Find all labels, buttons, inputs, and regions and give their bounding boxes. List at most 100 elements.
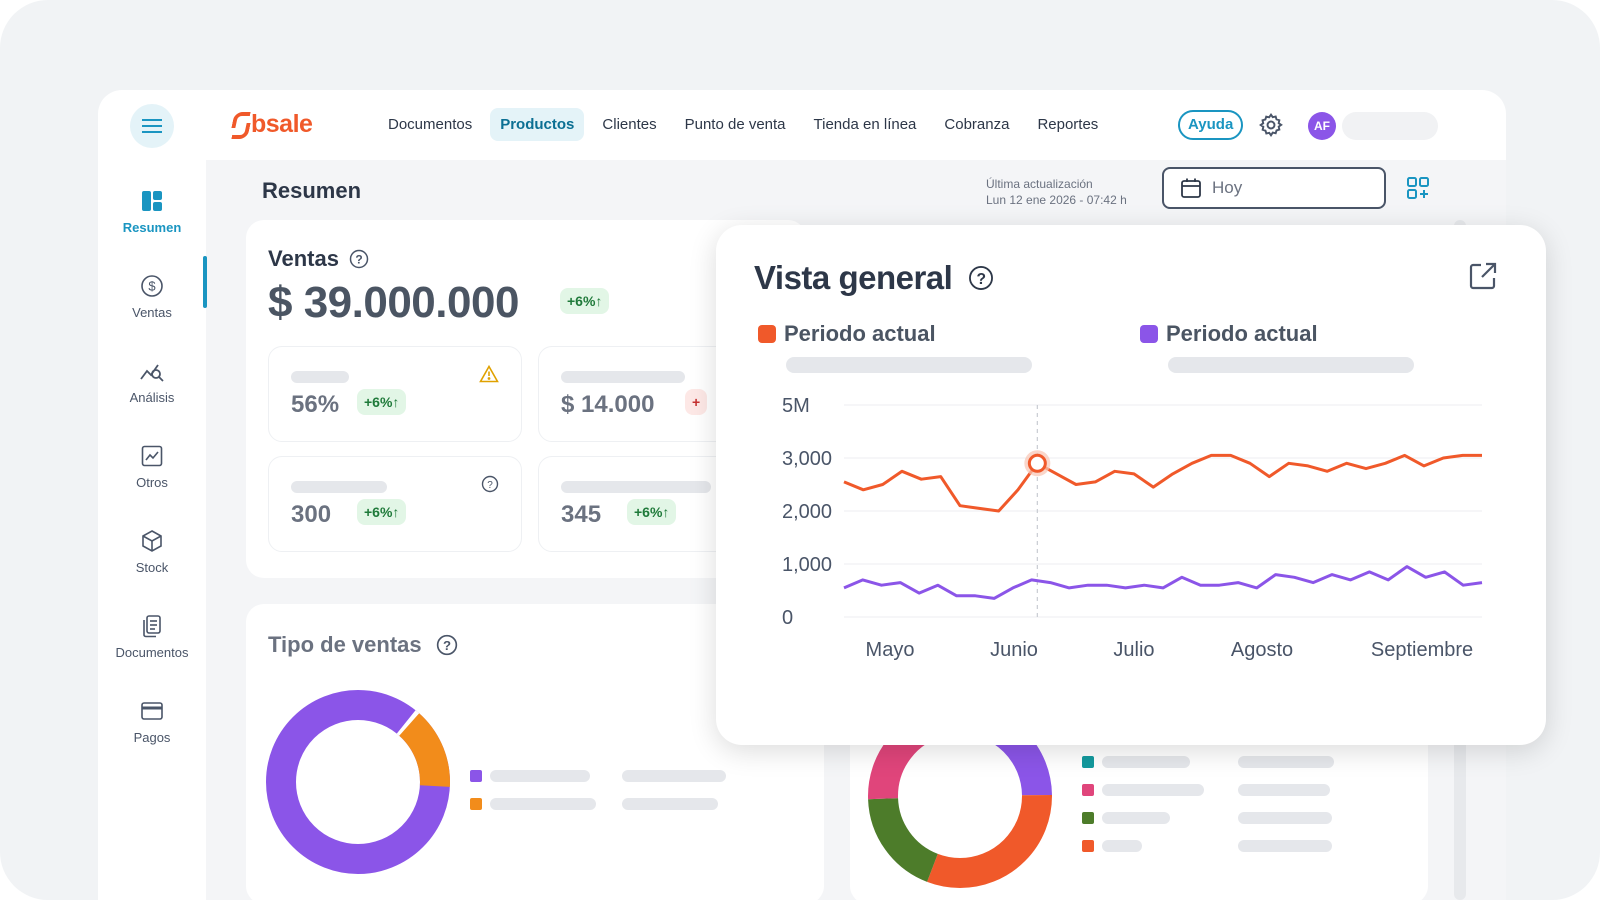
y-tick-label: 3,000 [782,448,832,470]
legend-swatch-purple [1140,325,1158,343]
metric-value: 56% [291,391,340,418]
avatar[interactable]: AF [1308,112,1336,140]
sidebar-item-label: Stock [135,560,169,575]
nav-clientes[interactable]: Clientes [602,116,657,133]
sidebar-item-label: Resumen [122,220,182,235]
legend-value-placeholder [1238,784,1330,796]
tipo-ventas-title-text: Tipo de ventas [268,632,422,657]
sidebar-item-documentos[interactable]: Documentos [98,613,206,660]
metric-badge: +6%↑ [357,389,407,415]
y-tick-label: 0 [782,607,793,629]
sidebar-item-label: Análisis [129,390,175,405]
dollar-circle-icon: $ [139,273,165,299]
metric-card[interactable]: 56% +6%↑ [268,346,522,442]
add-widget-icon[interactable] [1406,176,1430,200]
metric-card[interactable]: 300 +6%↑ ? [268,456,522,552]
metric-value: 300 [291,501,332,528]
metric-label-placeholder [291,371,349,383]
calendar-icon[interactable] [1180,177,1202,199]
sidebar-item-otros[interactable]: Otros [98,443,206,490]
svg-text:?: ? [355,253,362,267]
ventas-change-badge: +6%↑ [560,288,610,314]
nav-reportes[interactable]: Reportes [1037,116,1099,133]
help-circle-icon[interactable]: ? [968,265,994,291]
sidebar-item-label: Ventas [132,305,172,320]
date-range-input[interactable] [1162,167,1386,209]
ventas-title: Ventas ? [268,246,369,272]
legend-swatch [1082,812,1094,824]
sidebar-item-pagos[interactable]: Pagos [98,698,206,745]
nav-productos[interactable]: Productos [490,108,585,141]
gridlines [844,404,1482,618]
active-indicator [203,256,207,308]
legend-label-placeholder [1102,756,1190,768]
x-tick-label: Mayo [866,639,915,661]
line-chart: 0 1,000 2,000 3,000 5M Mayo Junio Julio Agosto S… [782,395,1483,661]
legend-label-placeholder [1102,784,1204,796]
legend-value-placeholder [1238,756,1334,768]
x-tick-label: Agosto [1231,639,1293,661]
legend-swatch [470,798,482,810]
highlight-point[interactable] [1027,453,1047,473]
help-circle-icon[interactable]: ? [349,249,369,269]
ventas-card: Ventas ? $ 39.000.000 +6%↑ 56% +6%↑ $ 14… [246,220,806,578]
legend-swatch [470,770,482,782]
legend-sub-placeholder [1168,357,1414,373]
last-updated-label: Última actualización [986,177,1093,191]
x-tick-label: Julio [1113,639,1154,661]
nav-documentos[interactable]: Documentos [388,116,473,133]
tipo-ventas-title: Tipo de ventas ? [268,632,458,658]
metric-badge: +6%↑ [357,499,407,525]
y-tick-label: 1,000 [782,554,832,576]
legend-swatch-orange [758,325,776,343]
vista-general-card: Vista general ? Periodo actual Periodo a… [716,225,1546,745]
help-circle-icon[interactable]: ? [481,475,499,493]
trend-chart-icon [139,443,165,469]
series-line-orange[interactable] [843,453,1482,513]
x-tick-label: Septiembre [1371,639,1473,661]
metric-value: 345 [561,501,602,528]
legend-label-placeholder [1102,840,1142,852]
legend-value-placeholder [622,798,718,810]
svg-text:?: ? [487,480,493,491]
brand-logo[interactable]: bsale [231,110,313,139]
legend-swatch [1082,784,1094,796]
y-tick-label: 5M [782,395,810,417]
legend-sub-placeholder [786,357,1032,373]
sidebar-item-analisis[interactable]: Análisis [98,358,206,405]
legend-item: Periodo actual [758,321,936,347]
metric-label-placeholder [561,481,711,493]
legend-value-placeholder [1238,812,1332,824]
hamburger-menu-icon[interactable] [130,104,174,148]
svg-text:?: ? [443,638,451,653]
legend-swatch [1082,756,1094,768]
sidebar-item-stock[interactable]: Stock [98,528,206,575]
metric-value: $ 14.000 [561,391,655,418]
help-button[interactable]: Ayuda [1178,110,1244,140]
sidebar-item-label: Pagos [133,730,171,745]
box-icon [139,528,165,554]
analytics-search-icon [139,358,165,384]
nav-cobranza[interactable]: Cobranza [944,116,1010,133]
documents-icon [139,613,165,639]
sidebar-item-ventas[interactable]: $ Ventas [98,273,206,320]
nav-punto-de-venta[interactable]: Punto de venta [684,116,786,133]
donut-segment-orange [868,704,1052,888]
vista-general-title-text: Vista general [754,259,953,296]
nav-tienda-en-linea[interactable]: Tienda en línea [813,116,917,133]
ventas-title-text: Ventas [268,246,339,271]
top-navigation: bsale Documentos Productos Clientes Punt… [98,90,1506,160]
legend-label: Periodo actual [784,321,936,346]
metric-badge: +6%↑ [627,499,677,525]
sidebar-item-resumen[interactable]: Resumen [98,188,206,235]
brand-name: bsale [251,110,313,138]
help-circle-icon[interactable]: ? [436,634,458,656]
dashboard-icon [139,188,165,214]
donut-segment-orange [266,690,450,874]
gear-icon[interactable] [1258,112,1284,138]
legend-swatch [1082,840,1094,852]
user-name-placeholder[interactable] [1342,112,1438,140]
metric-label-placeholder [291,481,387,493]
series-line-purple[interactable] [843,565,1483,600]
external-link-icon[interactable] [1468,261,1498,291]
